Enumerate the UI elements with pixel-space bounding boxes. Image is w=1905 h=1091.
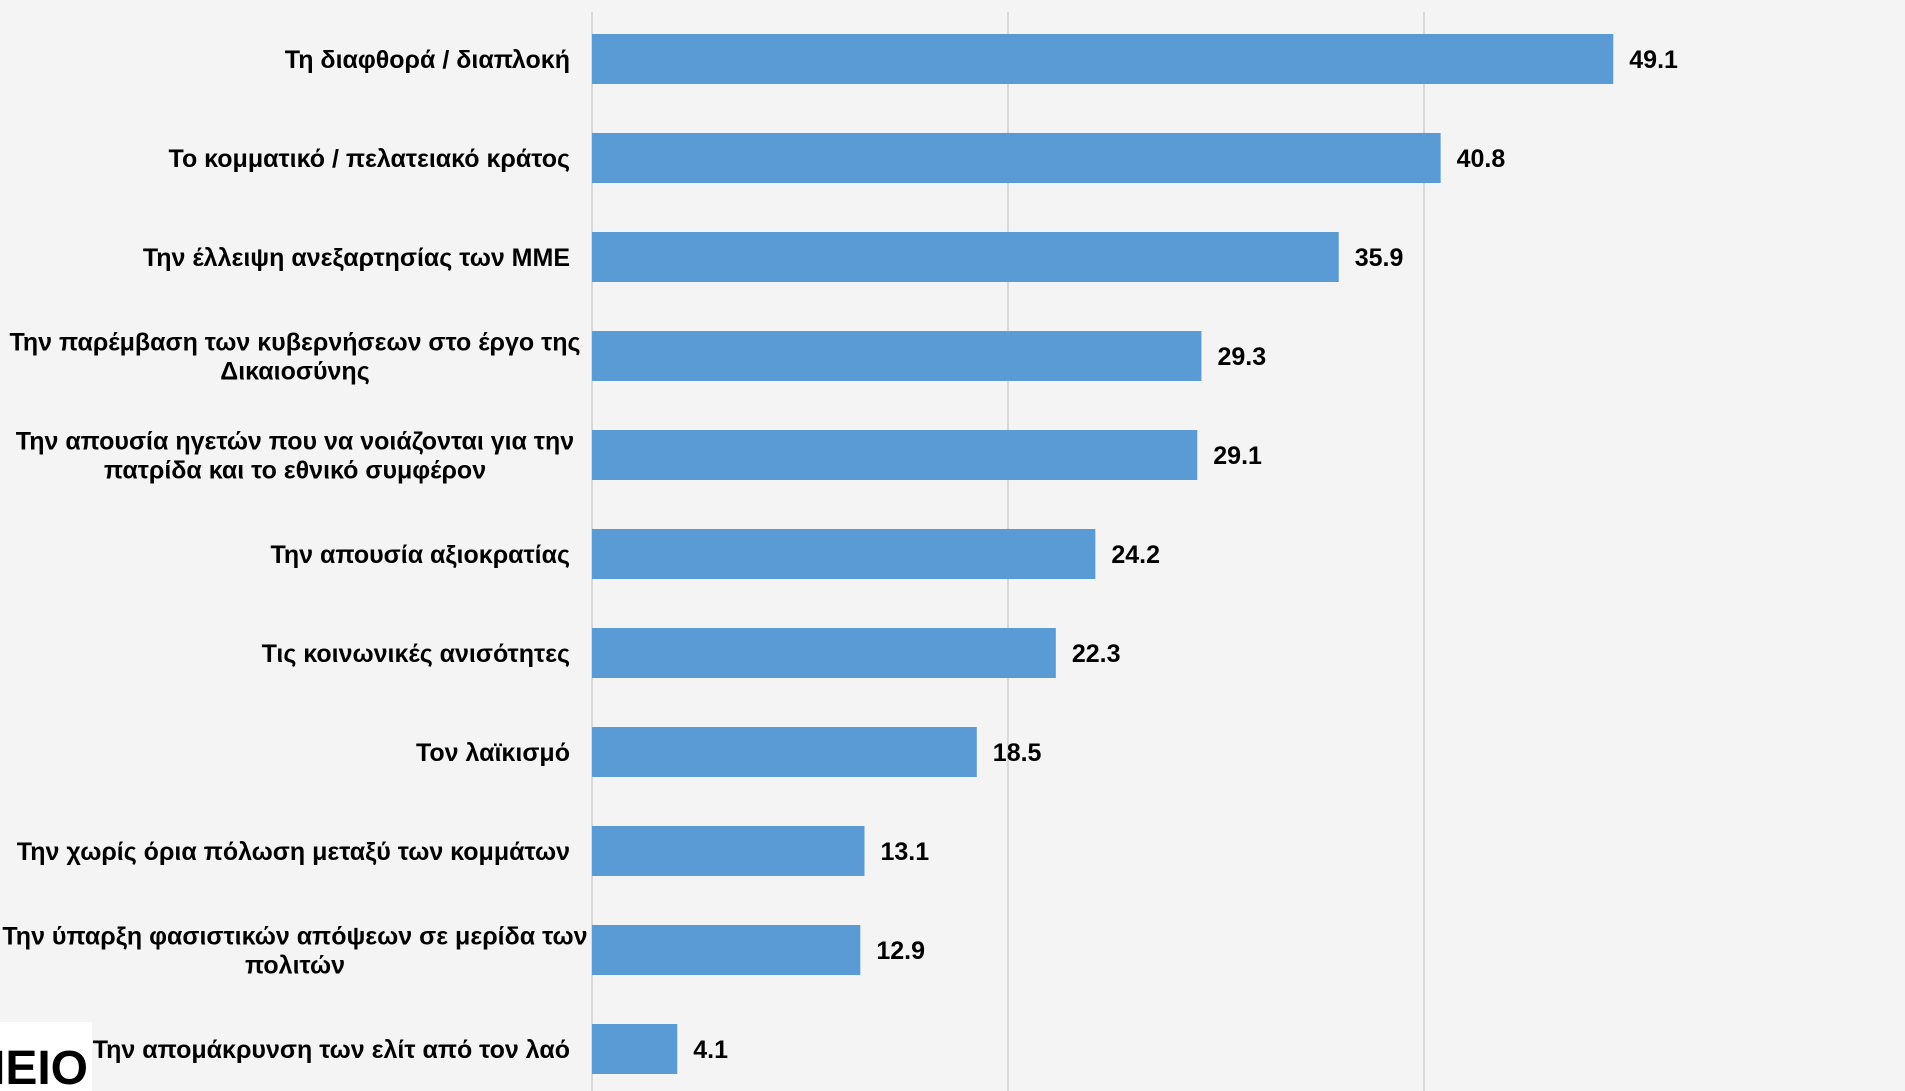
category-label-9-line-0: Την ύπαρξη φασιστικών απόψεων σε μερίδα … [2, 923, 587, 951]
bar-6 [592, 628, 1056, 678]
category-label-3-line-0: Την παρέμβαση των κυβερνήσεων στο έργο τ… [9, 329, 580, 357]
bars [592, 34, 1614, 1074]
bar-4 [592, 430, 1198, 480]
logo: ΜΕΙΟ [0, 1022, 92, 1091]
bar-0 [592, 34, 1614, 84]
category-label-3: Την παρέμβαση των κυβερνήσεων στο έργο τ… [9, 329, 580, 386]
logo-text: ΜΕΙΟ [0, 1042, 88, 1091]
category-label-10: Την απομάκρυνση των ελίτ από τον λαό [93, 1036, 570, 1064]
category-label-4: Την απουσία ηγετών που να νοιάζονται για… [16, 428, 574, 485]
bar-8 [592, 826, 865, 876]
category-labels: Τη διαφθορά / διαπλοκή Το κομματικό / πελ… [2, 46, 587, 1064]
category-label-9-line-1: πολιτών [245, 952, 345, 980]
bar-5 [592, 529, 1096, 579]
bar-1 [592, 133, 1441, 183]
bar-3 [592, 331, 1202, 381]
category-label-2: Την έλλειψη ανεξαρτησίας των ΜΜΕ [143, 244, 570, 272]
value-label-7: 18.5 [993, 739, 1042, 767]
category-label-3-line-1: Δικαιοσύνης [220, 358, 369, 386]
value-label-8: 13.1 [880, 838, 929, 866]
value-label-0: 49.1 [1629, 46, 1678, 74]
value-label-5: 24.2 [1111, 541, 1160, 569]
logo-background [0, 1022, 92, 1091]
value-label-9: 12.9 [876, 937, 925, 965]
category-label-4-line-0: Την απουσία ηγετών που να νοιάζονται για… [16, 428, 574, 456]
value-label-2: 35.9 [1355, 244, 1404, 272]
category-label-6: Τις κοινωνικές ανισότητες [262, 640, 570, 668]
value-label-6: 22.3 [1072, 640, 1121, 668]
category-label-1: Το κομματικό / πελατειακό κράτος [169, 145, 570, 173]
bar-7 [592, 727, 977, 777]
category-label-4-line-1: πατρίδα και το εθνικό συμφέρον [104, 457, 486, 485]
category-label-7: Τον λαϊκισμό [416, 739, 570, 767]
category-label-9: Την ύπαρξη φασιστικών απόψεων σε μερίδα … [2, 923, 587, 980]
category-label-0: Τη διαφθορά / διαπλοκή [285, 46, 570, 74]
value-label-4: 29.1 [1213, 442, 1262, 470]
bar-10 [592, 1024, 678, 1074]
bar-9 [592, 925, 861, 975]
value-label-3: 29.3 [1217, 343, 1266, 371]
value-label-10: 4.1 [693, 1036, 728, 1064]
value-labels: 49.1 40.8 35.9 29.3 29.1 24.2 22.3 18.5 13.1 12.9… [693, 46, 1678, 1064]
value-label-1: 40.8 [1457, 145, 1506, 173]
category-label-8: Την χωρίς όρια πόλωση μεταξύ των κομμάτω… [17, 838, 570, 866]
category-label-5: Την απουσία αξιοκρατίας [271, 541, 571, 569]
bar-2 [592, 232, 1339, 282]
